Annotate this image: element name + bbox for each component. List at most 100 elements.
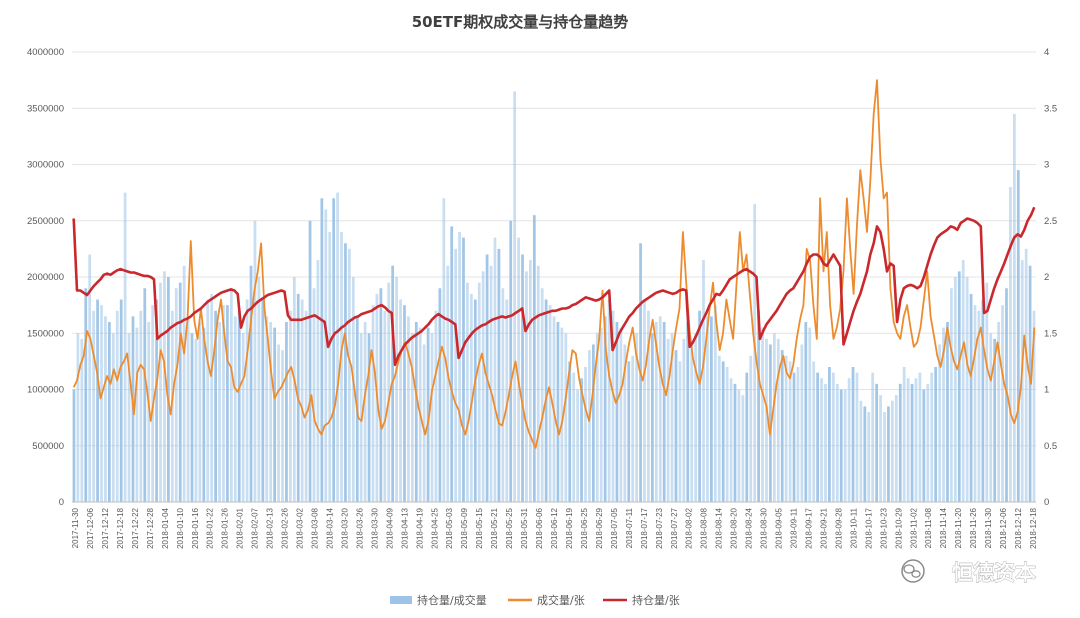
bar — [336, 192, 339, 503]
bar — [737, 389, 741, 502]
bar — [922, 389, 926, 502]
x-tick-label: 2018-06-19 — [565, 507, 574, 548]
bar — [450, 226, 454, 503]
bar — [973, 305, 977, 503]
x-tick-label: 2018-03-20 — [340, 507, 349, 548]
bar — [320, 198, 324, 502]
x-tick-label: 2018-12-06 — [999, 507, 1008, 548]
bar — [363, 322, 367, 502]
bar — [257, 277, 261, 502]
x-tick-label: 2018-05-25 — [505, 507, 514, 548]
x-tick-label: 2018-08-02 — [685, 507, 694, 548]
bar — [690, 344, 694, 502]
bar — [202, 327, 206, 503]
bar — [292, 277, 296, 502]
y-left-tick-label: 1000000 — [27, 385, 64, 396]
y-left-tick-label: 4000000 — [27, 47, 64, 58]
bar — [469, 293, 473, 503]
x-tick-label: 2018-10-29 — [894, 507, 903, 548]
x-tick-label: 2018-07-23 — [655, 507, 664, 548]
x-tick-label: 2018-07-17 — [640, 507, 649, 548]
bar — [591, 344, 595, 502]
bar — [623, 344, 627, 502]
y-right-tick-label: 1.5 — [1044, 328, 1057, 339]
x-tick-label: 2018-02-26 — [281, 507, 290, 548]
x-tick-label: 2018-10-23 — [879, 507, 888, 548]
bar — [710, 316, 713, 503]
bar — [536, 265, 540, 502]
x-tick-label: 2018-11-14 — [939, 507, 948, 548]
x-tick-label: 2018-04-25 — [430, 507, 439, 548]
bar — [414, 322, 418, 502]
bar — [76, 333, 80, 502]
bar — [147, 322, 151, 502]
bar — [654, 322, 658, 502]
bar — [253, 220, 257, 502]
bar — [588, 350, 591, 503]
x-tick-label: 2018-11-30 — [984, 507, 993, 548]
bar — [776, 338, 780, 503]
bar — [682, 338, 686, 503]
bar — [599, 327, 603, 503]
bar — [139, 310, 143, 502]
bar — [289, 310, 292, 502]
y-left-tick-label: 500000 — [32, 441, 64, 452]
x-tick-label: 2018-08-30 — [760, 507, 769, 548]
bar — [477, 282, 481, 503]
bar — [237, 310, 241, 502]
x-tick-label: 2017-12-06 — [86, 507, 95, 548]
bar — [281, 350, 284, 503]
bar — [422, 344, 426, 502]
bar — [757, 310, 760, 502]
bar — [568, 361, 572, 503]
bar — [965, 277, 969, 502]
bar — [784, 355, 788, 502]
bar — [894, 395, 898, 503]
bar — [678, 361, 682, 503]
bar — [666, 338, 670, 503]
x-tick-label: 2018-02-07 — [251, 507, 260, 548]
x-tick-label: 2018-03-08 — [311, 507, 320, 548]
bar — [135, 327, 139, 503]
bar — [521, 254, 524, 502]
bar — [497, 248, 501, 503]
bar — [1001, 305, 1004, 503]
bar — [635, 333, 638, 502]
y-right-tick-label: 2.5 — [1044, 216, 1057, 227]
x-tick-label: 2017-12-22 — [131, 507, 140, 548]
bar — [466, 282, 469, 503]
bar — [560, 327, 564, 503]
bar — [993, 338, 997, 503]
bar — [174, 288, 178, 502]
bar — [816, 372, 819, 503]
x-tick-label: 2018-08-24 — [745, 507, 754, 548]
bar — [186, 316, 190, 503]
bar — [713, 305, 717, 503]
bar — [631, 355, 635, 502]
bar — [379, 288, 383, 502]
bar — [914, 378, 918, 502]
x-tick-label: 2018-03-30 — [370, 507, 379, 548]
y-right-tick-label: 4 — [1044, 47, 1049, 58]
x-tick-label: 2018-01-04 — [161, 507, 170, 548]
bar — [529, 260, 532, 503]
x-tick-label: 2018-10-17 — [864, 507, 873, 548]
y-right-tick-label: 3 — [1044, 160, 1049, 171]
bar — [765, 338, 768, 503]
bar — [969, 293, 973, 503]
bar — [167, 277, 170, 502]
bar — [143, 288, 147, 502]
bar — [828, 367, 831, 502]
bar — [308, 220, 312, 502]
bar — [458, 232, 461, 502]
bar — [595, 333, 599, 502]
bar — [517, 237, 520, 503]
x-tick-label: 2018-01-16 — [191, 507, 200, 548]
bar — [96, 299, 99, 502]
bar — [812, 361, 816, 503]
bar — [745, 372, 749, 503]
bar — [438, 288, 442, 502]
x-tick-label: 2018-06-25 — [580, 507, 589, 548]
bar — [800, 344, 804, 502]
